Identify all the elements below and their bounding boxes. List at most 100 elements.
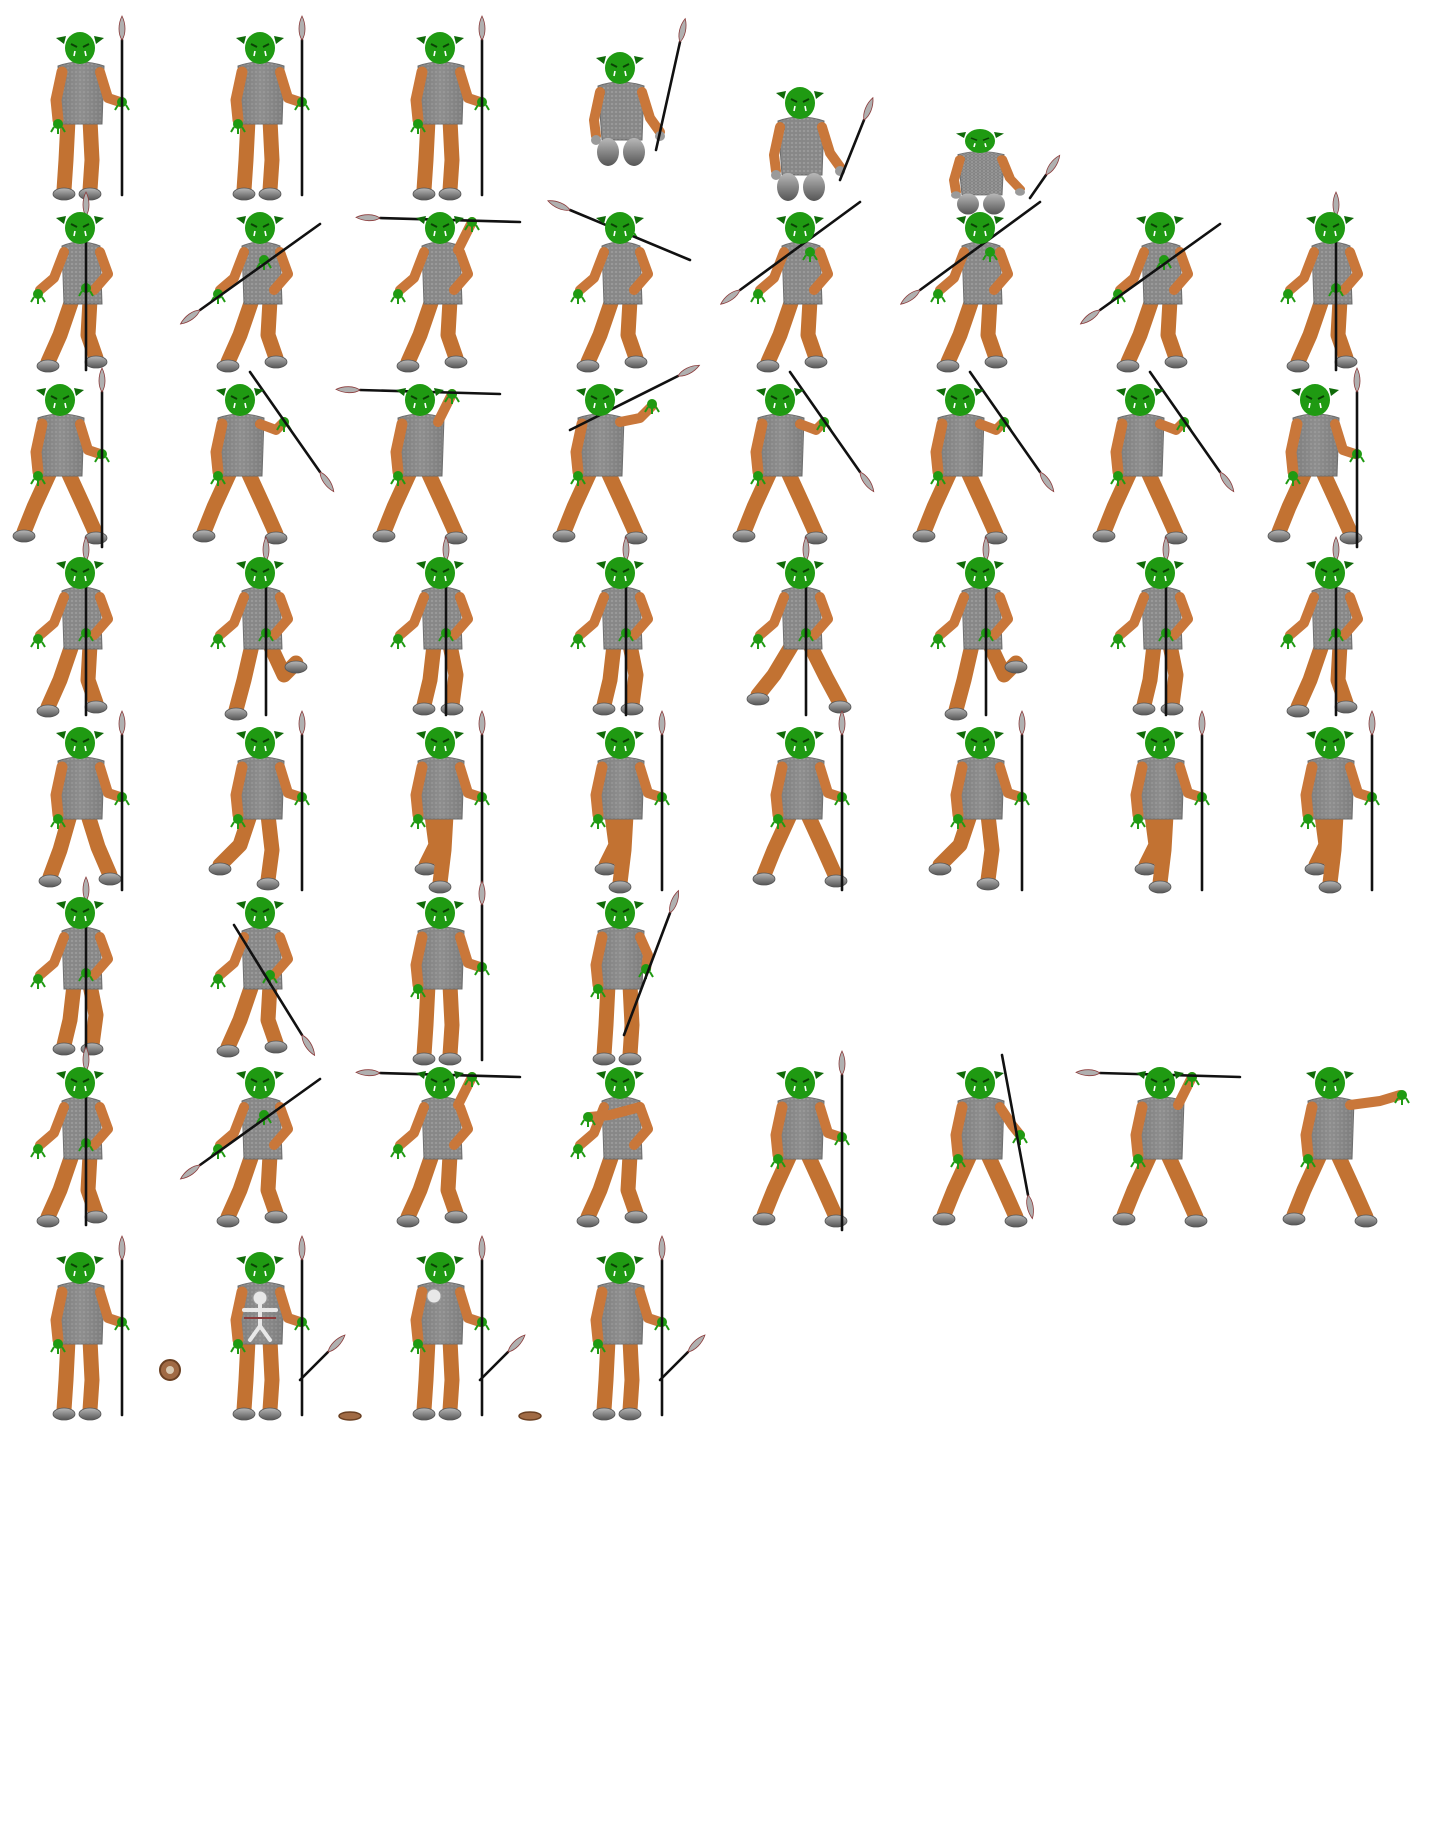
sprite-frame-walk-side-4 — [590, 710, 670, 894]
orc-arms — [30, 1102, 113, 1159]
orc-head-icon — [236, 1067, 284, 1099]
orc-body — [1304, 756, 1355, 894]
orc-head-icon — [1306, 1067, 1354, 1099]
orc-body — [232, 61, 285, 201]
orc-head-icon — [956, 129, 1004, 153]
spear — [968, 370, 1055, 493]
orc-head-icon — [596, 1252, 644, 1284]
orc-body — [928, 756, 1005, 891]
orc-body — [224, 586, 308, 721]
spear — [118, 15, 126, 197]
sprite-frame-walk-front-5 — [746, 536, 852, 717]
orc-body — [36, 1096, 108, 1228]
orc-arms — [590, 761, 670, 829]
sprite-frame-attack-mixed-1 — [30, 1046, 113, 1228]
orc-head-icon — [416, 897, 464, 929]
orc-arms — [570, 399, 660, 486]
spear — [118, 1235, 126, 1417]
orc-body — [396, 1096, 468, 1228]
sprite-frame-special-1 — [50, 1235, 130, 1421]
orc-head-icon — [416, 212, 464, 244]
spear-small — [298, 1334, 346, 1382]
orc-arms — [50, 66, 130, 134]
orc-head-icon — [416, 727, 464, 759]
orc-head-icon — [1291, 384, 1339, 416]
orc-arms — [30, 592, 113, 649]
spear — [788, 370, 875, 493]
orc-head-icon — [1306, 212, 1354, 244]
sprite-frame-attack-mixed-3 — [355, 1067, 522, 1228]
orc-head-icon — [776, 1067, 824, 1099]
orc-body — [936, 241, 1008, 373]
orc-head-icon — [596, 727, 644, 759]
sprite-frame-walk-side-7 — [1130, 710, 1210, 894]
orc-body — [12, 413, 108, 545]
orc-head-icon — [236, 212, 284, 244]
sprite-frame-throw-side-1 — [12, 367, 110, 549]
sprite-frame-thrust-facing-2 — [179, 212, 322, 373]
sprite-frame-turn-1 — [30, 876, 113, 1057]
spear — [899, 200, 1042, 305]
orc-head-icon — [236, 897, 284, 929]
spear — [478, 15, 486, 197]
spear — [232, 923, 316, 1057]
sprite-frame-attack-mixed-7 — [1075, 1067, 1242, 1228]
sprite-frame-thrust-facing-1 — [30, 191, 113, 373]
orc-body — [752, 1096, 848, 1228]
spear — [1198, 710, 1206, 892]
spear — [1148, 370, 1235, 493]
orc-arms — [590, 931, 654, 999]
orc-head-icon — [1136, 212, 1184, 244]
sprite-frame-thrust-facing-7 — [1079, 212, 1222, 373]
orc-body — [589, 52, 665, 166]
orc-body — [1282, 1096, 1378, 1228]
orc-arms — [1110, 592, 1193, 649]
spear — [98, 367, 106, 549]
orc-arms — [930, 592, 1013, 649]
spear — [838, 1050, 846, 1232]
orc-head-icon — [936, 384, 984, 416]
sprite-frame-attack-mixed-6 — [932, 1053, 1034, 1228]
sprite-frame-walk-front-2 — [210, 536, 308, 721]
spear — [298, 710, 306, 892]
orc-body — [192, 413, 288, 545]
sprite-frame-throw-side-6 — [912, 370, 1055, 545]
sprite-frame-death-4 — [589, 17, 687, 166]
orc-body — [36, 586, 108, 718]
spear-small — [658, 1334, 706, 1382]
shield-icon — [159, 1359, 181, 1381]
spear — [1079, 222, 1222, 325]
orc-head-icon — [36, 384, 84, 416]
orc-body — [552, 413, 648, 545]
sprite-frame-walk-side-2 — [208, 710, 310, 892]
sprite-frame-walk-side-3 — [410, 710, 490, 894]
orc-body — [36, 241, 108, 373]
sprite-frame-special-4 — [518, 1235, 706, 1421]
orc-arms — [410, 931, 490, 999]
spear — [118, 710, 126, 892]
spear — [179, 222, 322, 325]
spear — [568, 364, 701, 432]
sprite-frame-throw-side-2 — [192, 370, 335, 545]
orc-body — [592, 1281, 645, 1421]
shield-icon — [518, 1411, 542, 1421]
orc-arms — [1110, 247, 1193, 304]
orc-head-icon — [1136, 557, 1184, 589]
orc-body — [412, 926, 465, 1066]
sprite-frame-thrust-facing-8 — [1280, 191, 1363, 373]
orc-body — [756, 241, 828, 373]
sprite-frame-death-6 — [949, 129, 1061, 215]
orc-body — [396, 241, 468, 373]
orc-body — [1267, 413, 1363, 545]
orc-body — [414, 756, 465, 894]
spear — [719, 200, 862, 305]
spear — [1018, 710, 1026, 892]
orc-head-icon — [596, 557, 644, 589]
spear — [658, 1235, 666, 1417]
orc-body — [412, 586, 464, 716]
sprite-frame-thrust-facing-5 — [719, 200, 862, 373]
orc-body — [949, 129, 1025, 215]
orc-head-icon — [396, 384, 444, 416]
orc-head-icon — [236, 32, 284, 64]
